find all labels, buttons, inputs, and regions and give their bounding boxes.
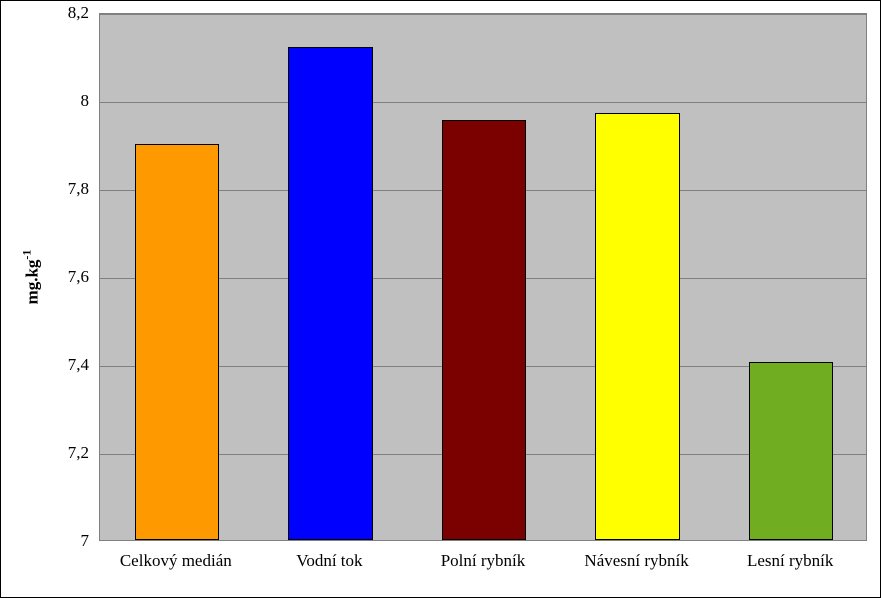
x-tick-label: Polní rybník [441,551,526,571]
y-axis-title: mg.kg-1 [20,250,43,305]
y-tick-label: 8 [81,91,90,111]
gridline [100,102,866,103]
gridline [100,14,866,15]
chart-container: 7 7,2 7,4 7,6 7,8 8 8,2 Celkový medián Vodní to… [0,0,881,598]
x-tick-label: Vodní tok [296,551,362,571]
y-axis-title-sup: -1 [20,250,34,260]
bar [749,362,833,540]
y-axis-title-base: mg.kg [22,260,41,305]
bar [135,144,219,540]
x-tick-label: Lesní rybník [747,551,833,571]
plot-area [99,13,867,541]
bar [442,120,526,540]
y-tick-label: 7,2 [68,443,89,463]
y-tick-label: 7,6 [68,267,89,287]
bar [595,113,679,540]
y-tick-label: 8,2 [68,3,89,23]
y-tick-label: 7,4 [68,355,89,375]
bar [288,47,372,540]
x-tick-label: Celkový medián [120,551,232,571]
y-tick-label: 7,8 [68,179,89,199]
x-tick-label: Návesní rybník [584,551,688,571]
y-tick-label: 7 [81,531,90,551]
